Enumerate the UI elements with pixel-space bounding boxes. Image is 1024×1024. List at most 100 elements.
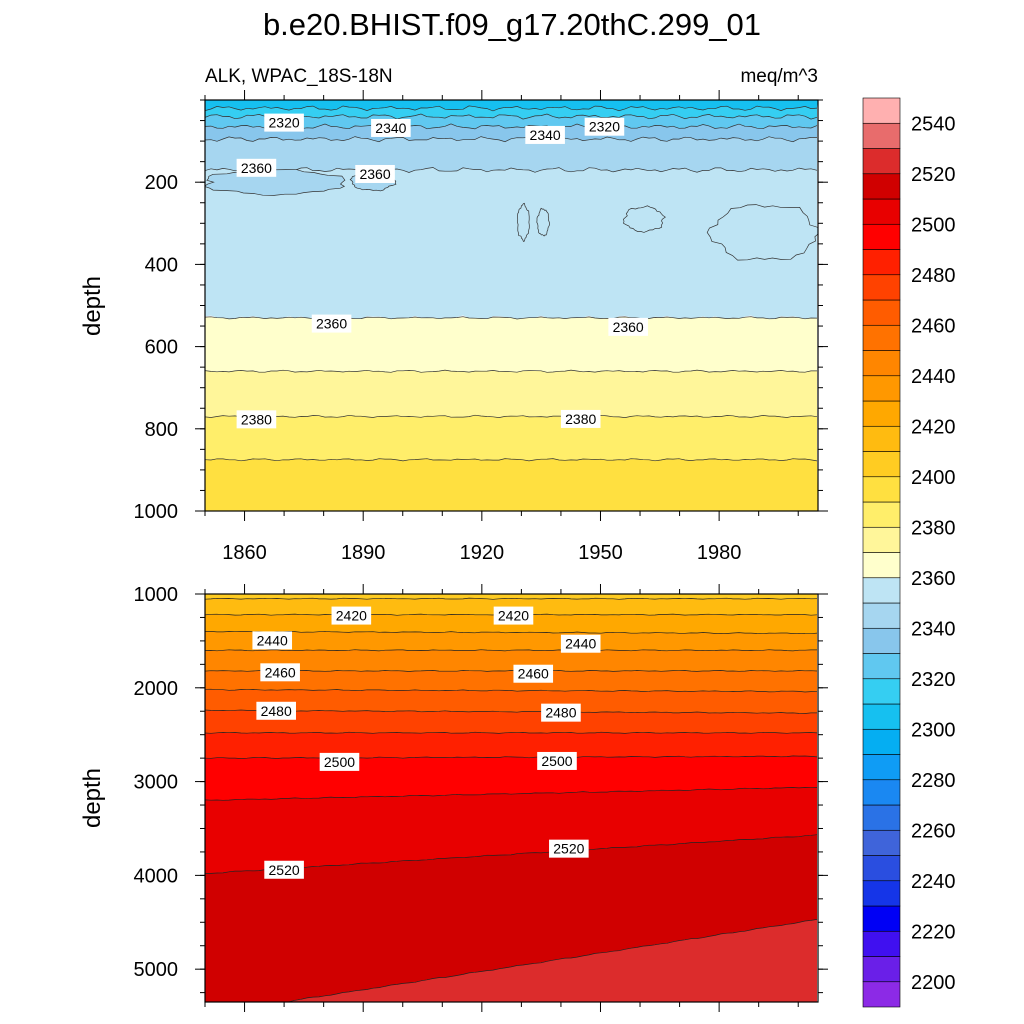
colorbar-swatch	[862, 198, 901, 225]
lower-contour-label-text: 2480	[545, 705, 576, 721]
colorbar-label: 2340	[911, 618, 956, 640]
colorbar-swatch	[862, 804, 901, 831]
upper-contour-label-box	[264, 113, 304, 132]
colorbar-label: 2200	[911, 972, 956, 994]
colorbar-label: 2480	[911, 265, 956, 287]
colorbar-swatch	[862, 173, 901, 200]
y-tick-label: 800	[145, 419, 178, 441]
colorbar-swatch	[862, 779, 901, 806]
colorbar-swatch	[862, 653, 901, 680]
y-tick-label: 1000	[134, 584, 179, 606]
upper-contour-patch	[517, 202, 530, 242]
lower-contour-label-text: 2420	[498, 608, 529, 624]
colorbar-swatch	[862, 728, 901, 755]
colorbar-swatch	[862, 981, 901, 1008]
lower-contour-label: 2480	[541, 703, 581, 722]
upper-contour-patch	[622, 205, 666, 233]
colorbar-label: 2400	[911, 467, 956, 489]
upper-contour-label-text: 2320	[589, 119, 620, 135]
lower-band	[205, 594, 817, 600]
colorbar-label: 2540	[911, 113, 956, 135]
colorbar-swatch	[862, 602, 901, 629]
upper-contour-label: 2340	[525, 125, 565, 144]
x-tick-label: 1860	[222, 542, 267, 564]
colorbar-swatch	[862, 299, 901, 326]
upper-contour-patch	[536, 207, 550, 237]
upper-contour-label-text: 2360	[316, 316, 347, 332]
upper-y-axis-label: depth	[79, 276, 106, 336]
y-tick-label: 4000	[134, 865, 179, 887]
y-tick-label: 1000	[134, 501, 179, 523]
lower-contour-label-box	[256, 701, 296, 720]
upper-contour-line	[205, 316, 818, 320]
upper-contour-line	[205, 369, 817, 373]
chart-title: b.e20.BHIST.f09_g17.20thC.299_01	[263, 7, 761, 42]
lower-contour-label-text: 2520	[269, 862, 300, 878]
lower-contour-label: 2460	[260, 663, 300, 682]
upper-contour-line	[205, 414, 818, 418]
upper-band	[205, 114, 817, 129]
colorbar-swatch	[862, 829, 901, 856]
upper-contour-label-text: 2320	[269, 115, 300, 131]
upper-contour-label-box	[236, 158, 277, 177]
upper-contour-label-box	[355, 164, 395, 183]
lower-band	[205, 670, 817, 692]
lower-contour-line	[205, 670, 818, 672]
y-tick-label: 5000	[134, 959, 179, 981]
lower-contour-label-box	[493, 606, 534, 625]
upper-contour-label-box	[608, 317, 648, 336]
colorbar-label: 2220	[911, 921, 956, 943]
upper-contour-line	[205, 167, 818, 173]
upper-contour-label-text: 2360	[613, 319, 644, 335]
lower-y-axis-label: depth	[79, 768, 106, 828]
colorbar-swatch	[862, 476, 901, 503]
lower-contour-label-text: 2440	[257, 632, 288, 648]
colorbar-swatch	[862, 451, 901, 478]
colorbar: 2200 2220 2240 2260 2280 2300 2320 2340 2360 2380…	[862, 97, 956, 1008]
upper-contour-label-box	[525, 125, 565, 144]
colorbar-swatch	[862, 627, 901, 654]
colorbar-label: 2360	[911, 568, 956, 590]
upper-contour-line	[205, 113, 818, 120]
colorbar-swatch	[862, 274, 901, 301]
lower-contour-label-text: 2500	[324, 754, 355, 770]
lower-contour-line	[205, 688, 818, 693]
y-tick-label: 400	[145, 254, 178, 276]
lower-contour-label-box	[260, 663, 300, 682]
upper-band	[205, 100, 818, 111]
upper-band	[205, 370, 817, 418]
upper-contour-label-box	[584, 117, 625, 136]
lower-contour-line	[205, 755, 818, 759]
lower-contour-line	[205, 597, 818, 600]
upper-contour-line	[205, 123, 818, 130]
upper-contour-label: 2320	[264, 113, 304, 132]
lower-contour-label: 2520	[549, 839, 589, 858]
lower-contour-line	[205, 787, 818, 801]
y-tick-label: 2000	[134, 678, 179, 700]
upper-contour-label: 2340	[371, 118, 411, 137]
lower-contour-label: 2500	[319, 752, 360, 771]
upper-contour-label: 2360	[311, 314, 352, 333]
units-label: meq/m^3	[740, 66, 818, 87]
colorbar-swatch	[862, 703, 901, 730]
upper-band	[205, 105, 817, 120]
lower-contour-label-box	[537, 751, 577, 770]
colorbar-swatch	[862, 501, 901, 528]
lower-contour-label: 2440	[252, 631, 293, 650]
lower-contour-label: 2500	[537, 751, 577, 770]
lower-contour-label: 2420	[493, 606, 534, 625]
upper-contour-patch	[706, 204, 818, 261]
upper-contour-line	[205, 136, 817, 143]
upper-band	[205, 415, 817, 461]
lower-contour-label: 2420	[331, 606, 372, 625]
lower-contour-label-text: 2500	[541, 753, 572, 769]
colorbar-swatch	[862, 905, 901, 932]
lower-contour-line	[205, 630, 818, 635]
colorbar-swatch	[862, 552, 901, 579]
colorbar-swatch	[862, 400, 901, 427]
lower-contour-label-text: 2440	[565, 636, 596, 652]
colorbar-swatch	[862, 425, 901, 452]
upper-contour-label-box	[311, 314, 352, 333]
upper-contour-label-text: 2360	[241, 160, 272, 176]
colorbar-label: 2460	[911, 315, 956, 337]
